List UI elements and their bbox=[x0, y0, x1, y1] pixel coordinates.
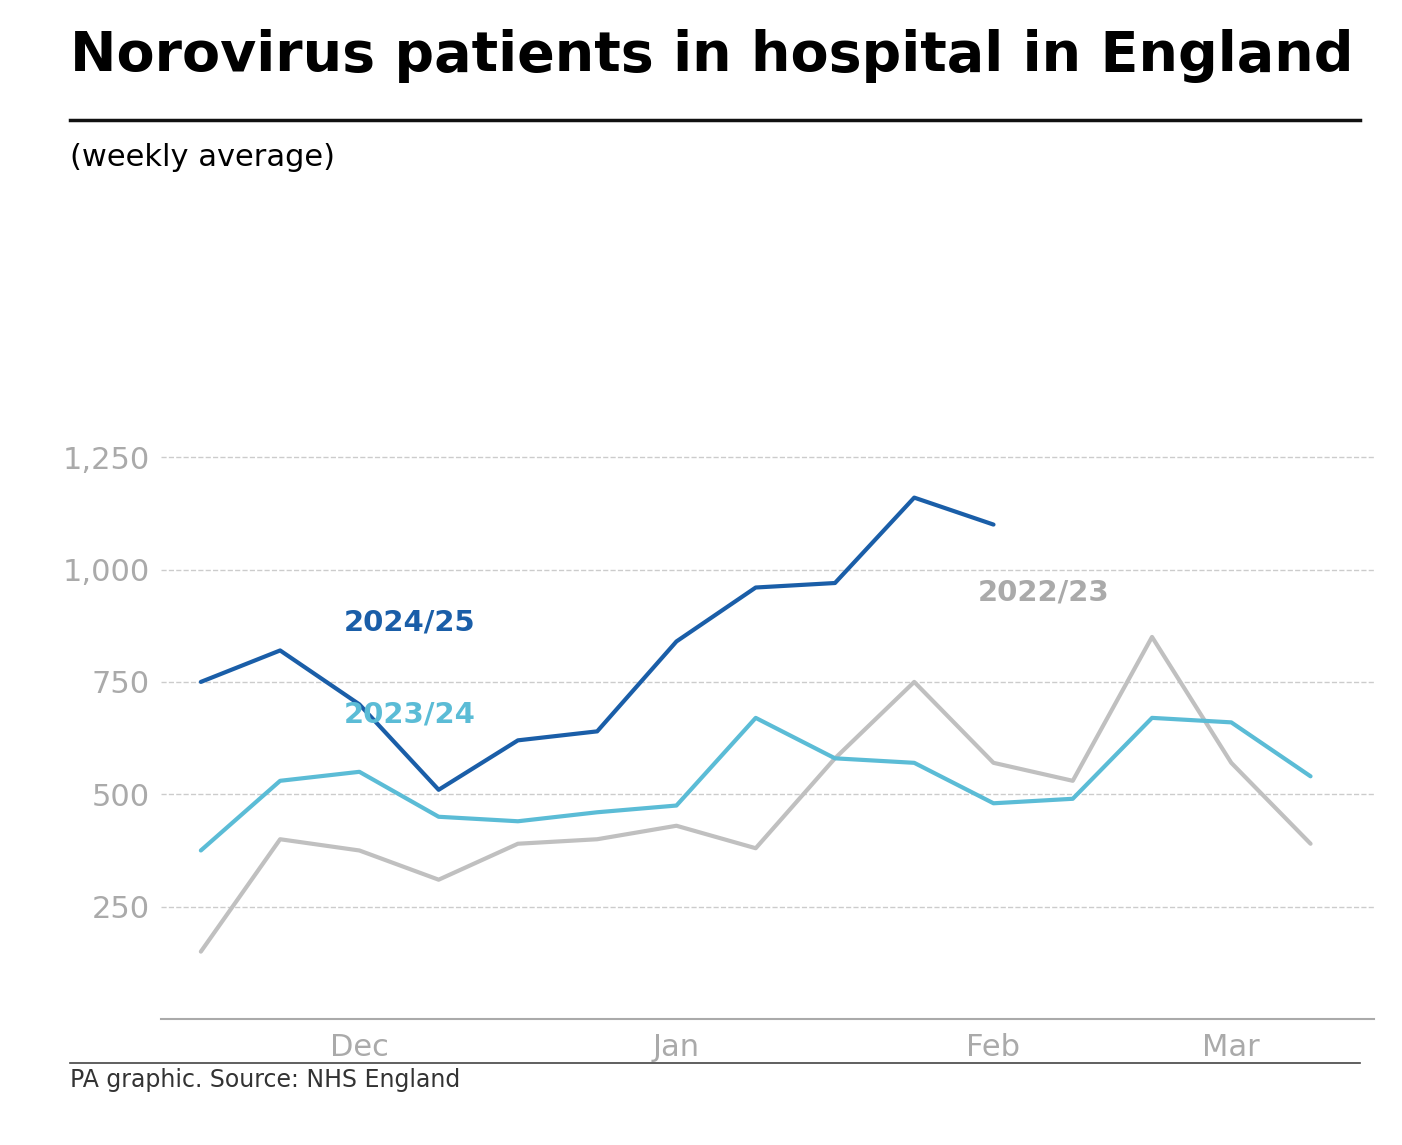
Text: 2024/25: 2024/25 bbox=[343, 608, 475, 637]
Text: PA graphic. Source: NHS England: PA graphic. Source: NHS England bbox=[70, 1068, 460, 1092]
Text: (weekly average): (weekly average) bbox=[70, 143, 335, 172]
Text: Norovirus patients in hospital in England: Norovirus patients in hospital in Englan… bbox=[70, 29, 1353, 82]
Text: 2022/23: 2022/23 bbox=[977, 579, 1109, 607]
Text: 2023/24: 2023/24 bbox=[343, 701, 475, 728]
